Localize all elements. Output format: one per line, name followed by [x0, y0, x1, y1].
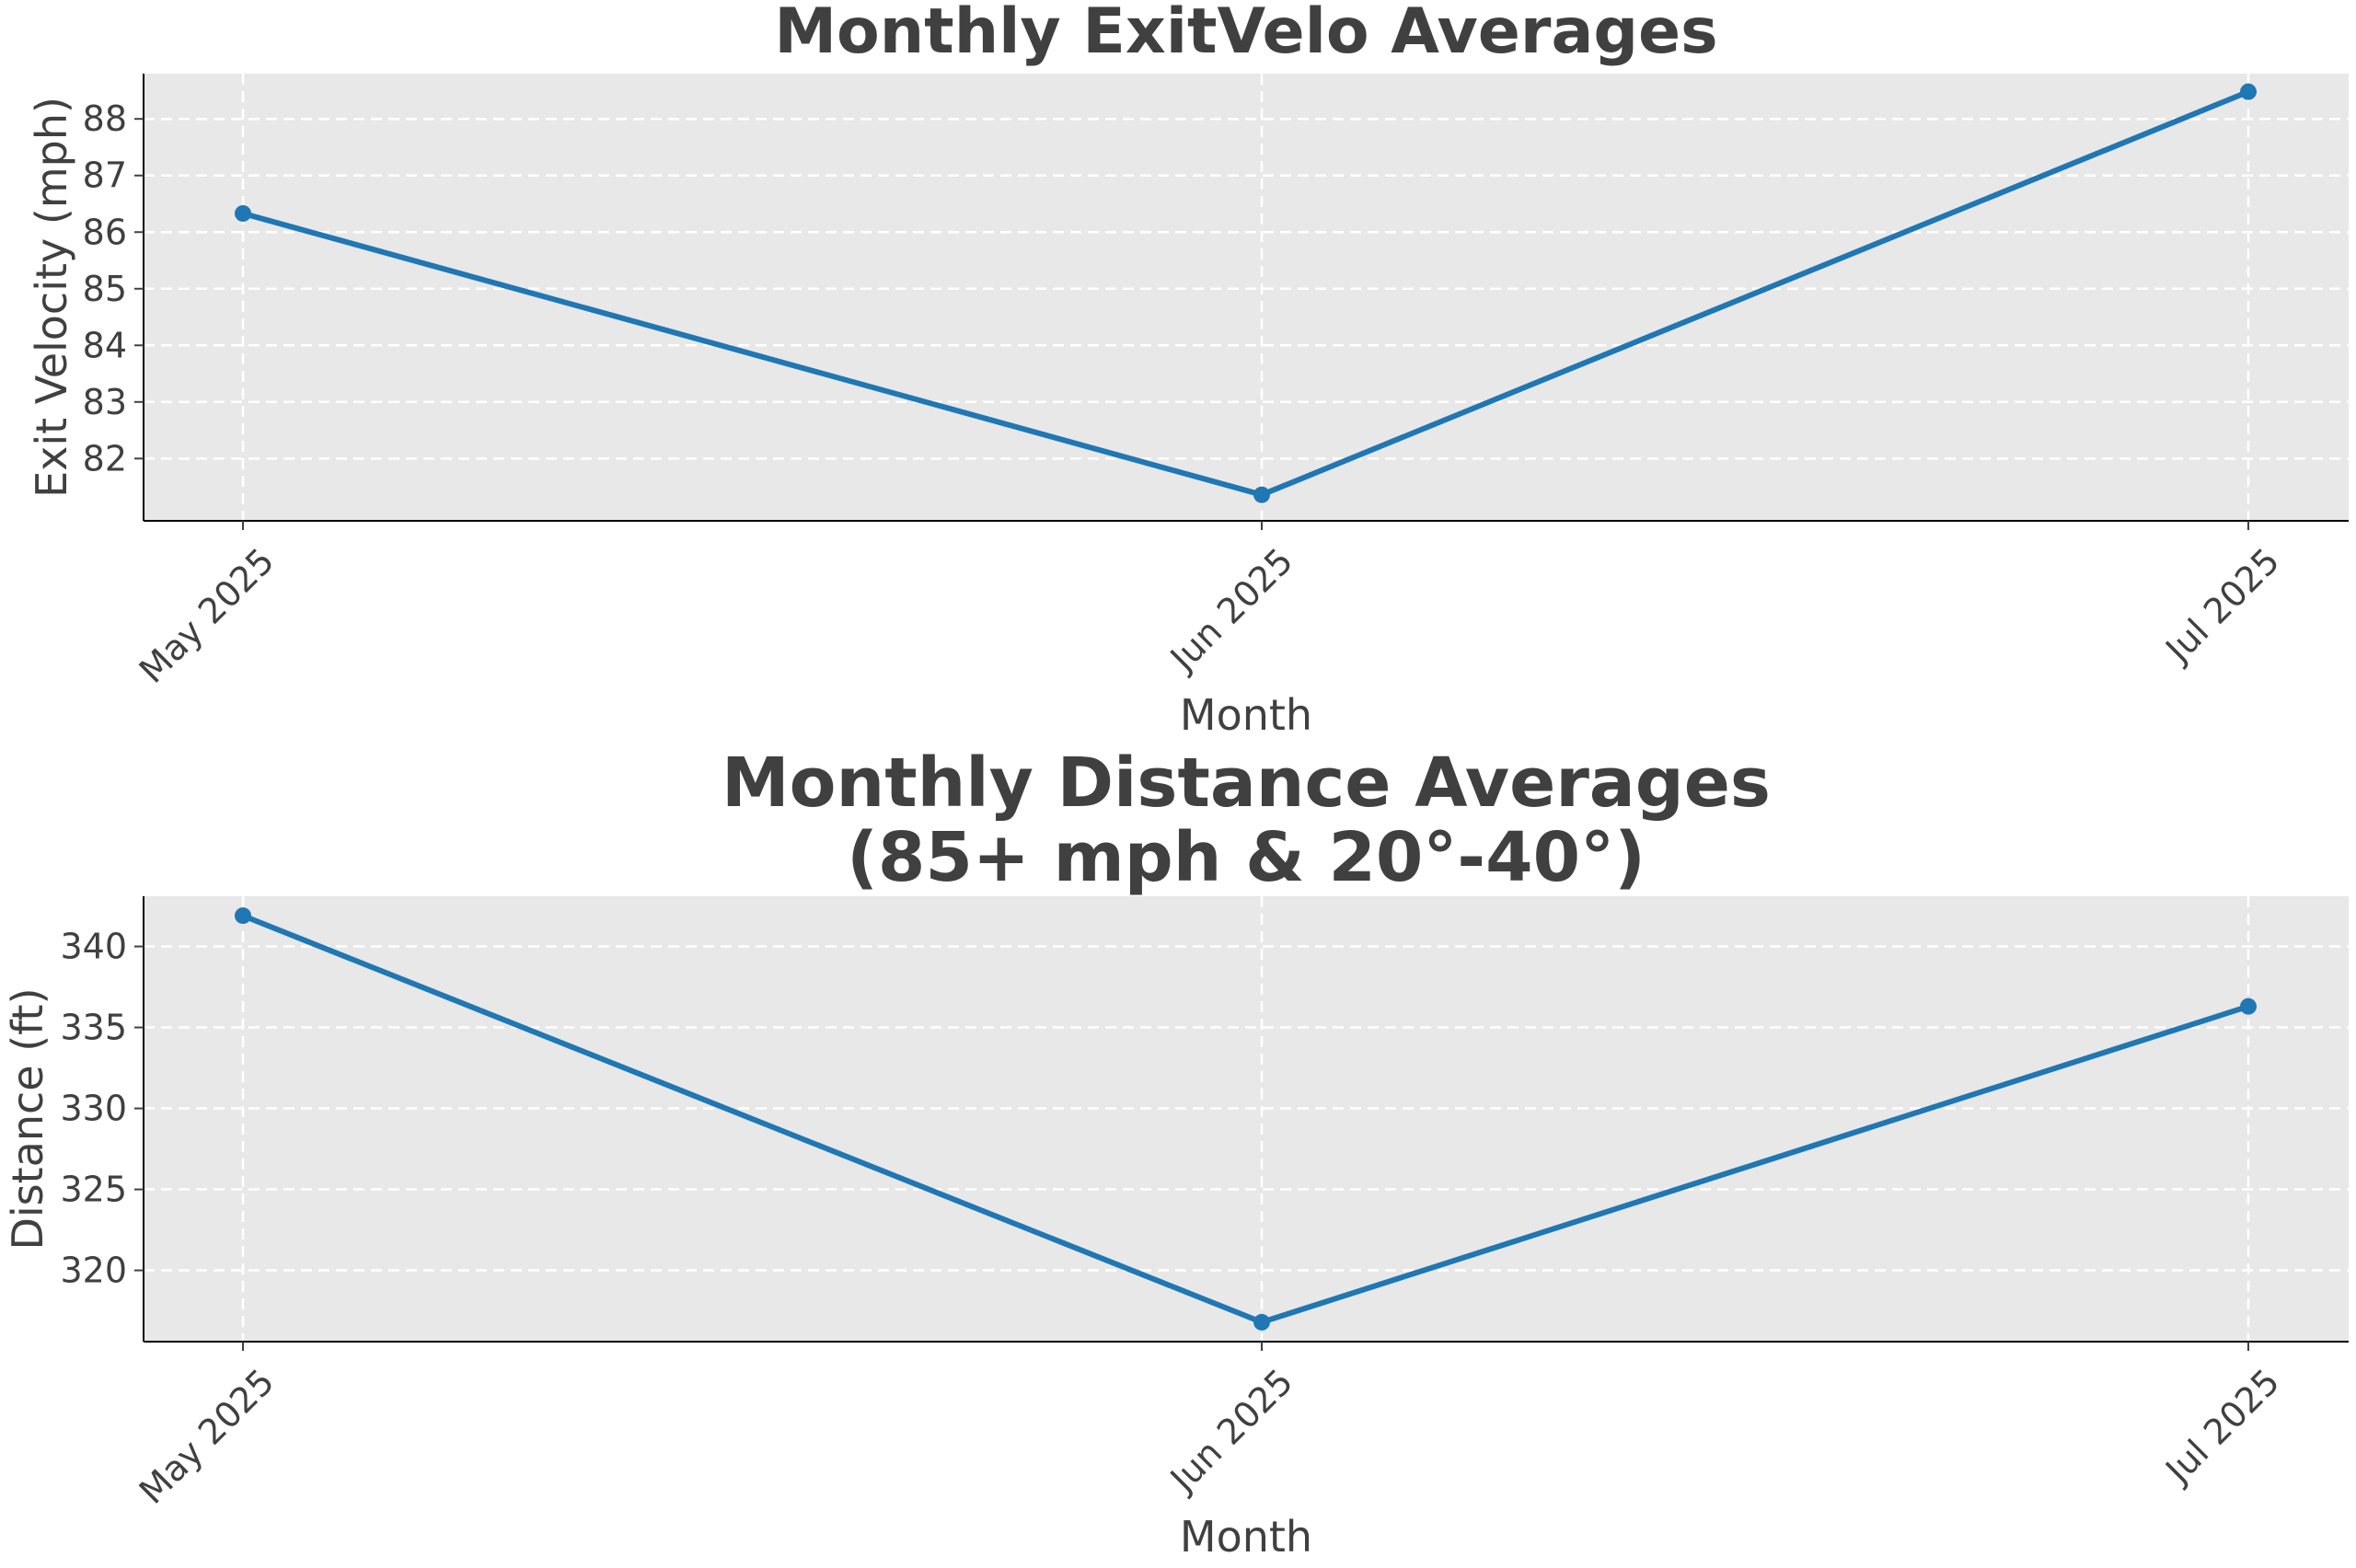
plot-area: [144, 74, 2349, 521]
data-point: [1253, 486, 1270, 503]
chart-2: 320 325 330 335 340 May 2025 Jun 2025 Jul 2025 M…: [3, 744, 2349, 1562]
plot-area: [144, 896, 2349, 1342]
y-axis-label: Exit Velocity (mph): [27, 97, 76, 498]
x-axis-label: Month: [1180, 1512, 1312, 1562]
chart-title: Monthly ExitVelo Averages: [774, 0, 1717, 68]
y-tick-label: 84: [83, 325, 127, 365]
x-tick-label: May 2025: [132, 1361, 283, 1512]
y-axis-label: Distance (ft): [3, 987, 52, 1250]
x-tick-label: Jul 2025: [2156, 540, 2287, 671]
chart-title: (85+ mph & 20°-40°): [847, 818, 1646, 897]
y-tick-label: 82: [83, 438, 127, 478]
data-point: [2240, 997, 2257, 1015]
data-point: [235, 907, 251, 925]
y-tick-label: 85: [83, 269, 127, 309]
data-point: [2240, 83, 2257, 100]
y-tick-label: 320: [60, 1251, 127, 1291]
y-tick-label: 88: [83, 98, 127, 139]
y-tick-label: 325: [60, 1170, 127, 1210]
data-point: [235, 204, 251, 222]
x-axis-label: Month: [1180, 690, 1312, 740]
x-tick-label: Jul 2025: [2156, 1361, 2287, 1492]
chart-1: 82 83 84 85 86 87 88 May 2025 Jun 2025 Jul 2025 Mo…: [27, 0, 2349, 740]
y-tick-label: 83: [83, 382, 127, 422]
y-tick-label: 87: [83, 156, 127, 196]
y-tick-label: 330: [60, 1089, 127, 1129]
x-tick-label: Jun 2025: [1161, 540, 1300, 679]
y-tick-label: 335: [60, 1008, 127, 1048]
x-tick-label: Jun 2025: [1161, 1361, 1300, 1500]
x-tick-label: May 2025: [132, 540, 283, 691]
y-tick-label: 86: [83, 212, 127, 252]
data-point: [1253, 1313, 1270, 1331]
chart-title: Monthly Distance Averages: [722, 744, 1771, 823]
y-tick-label: 340: [60, 927, 127, 967]
